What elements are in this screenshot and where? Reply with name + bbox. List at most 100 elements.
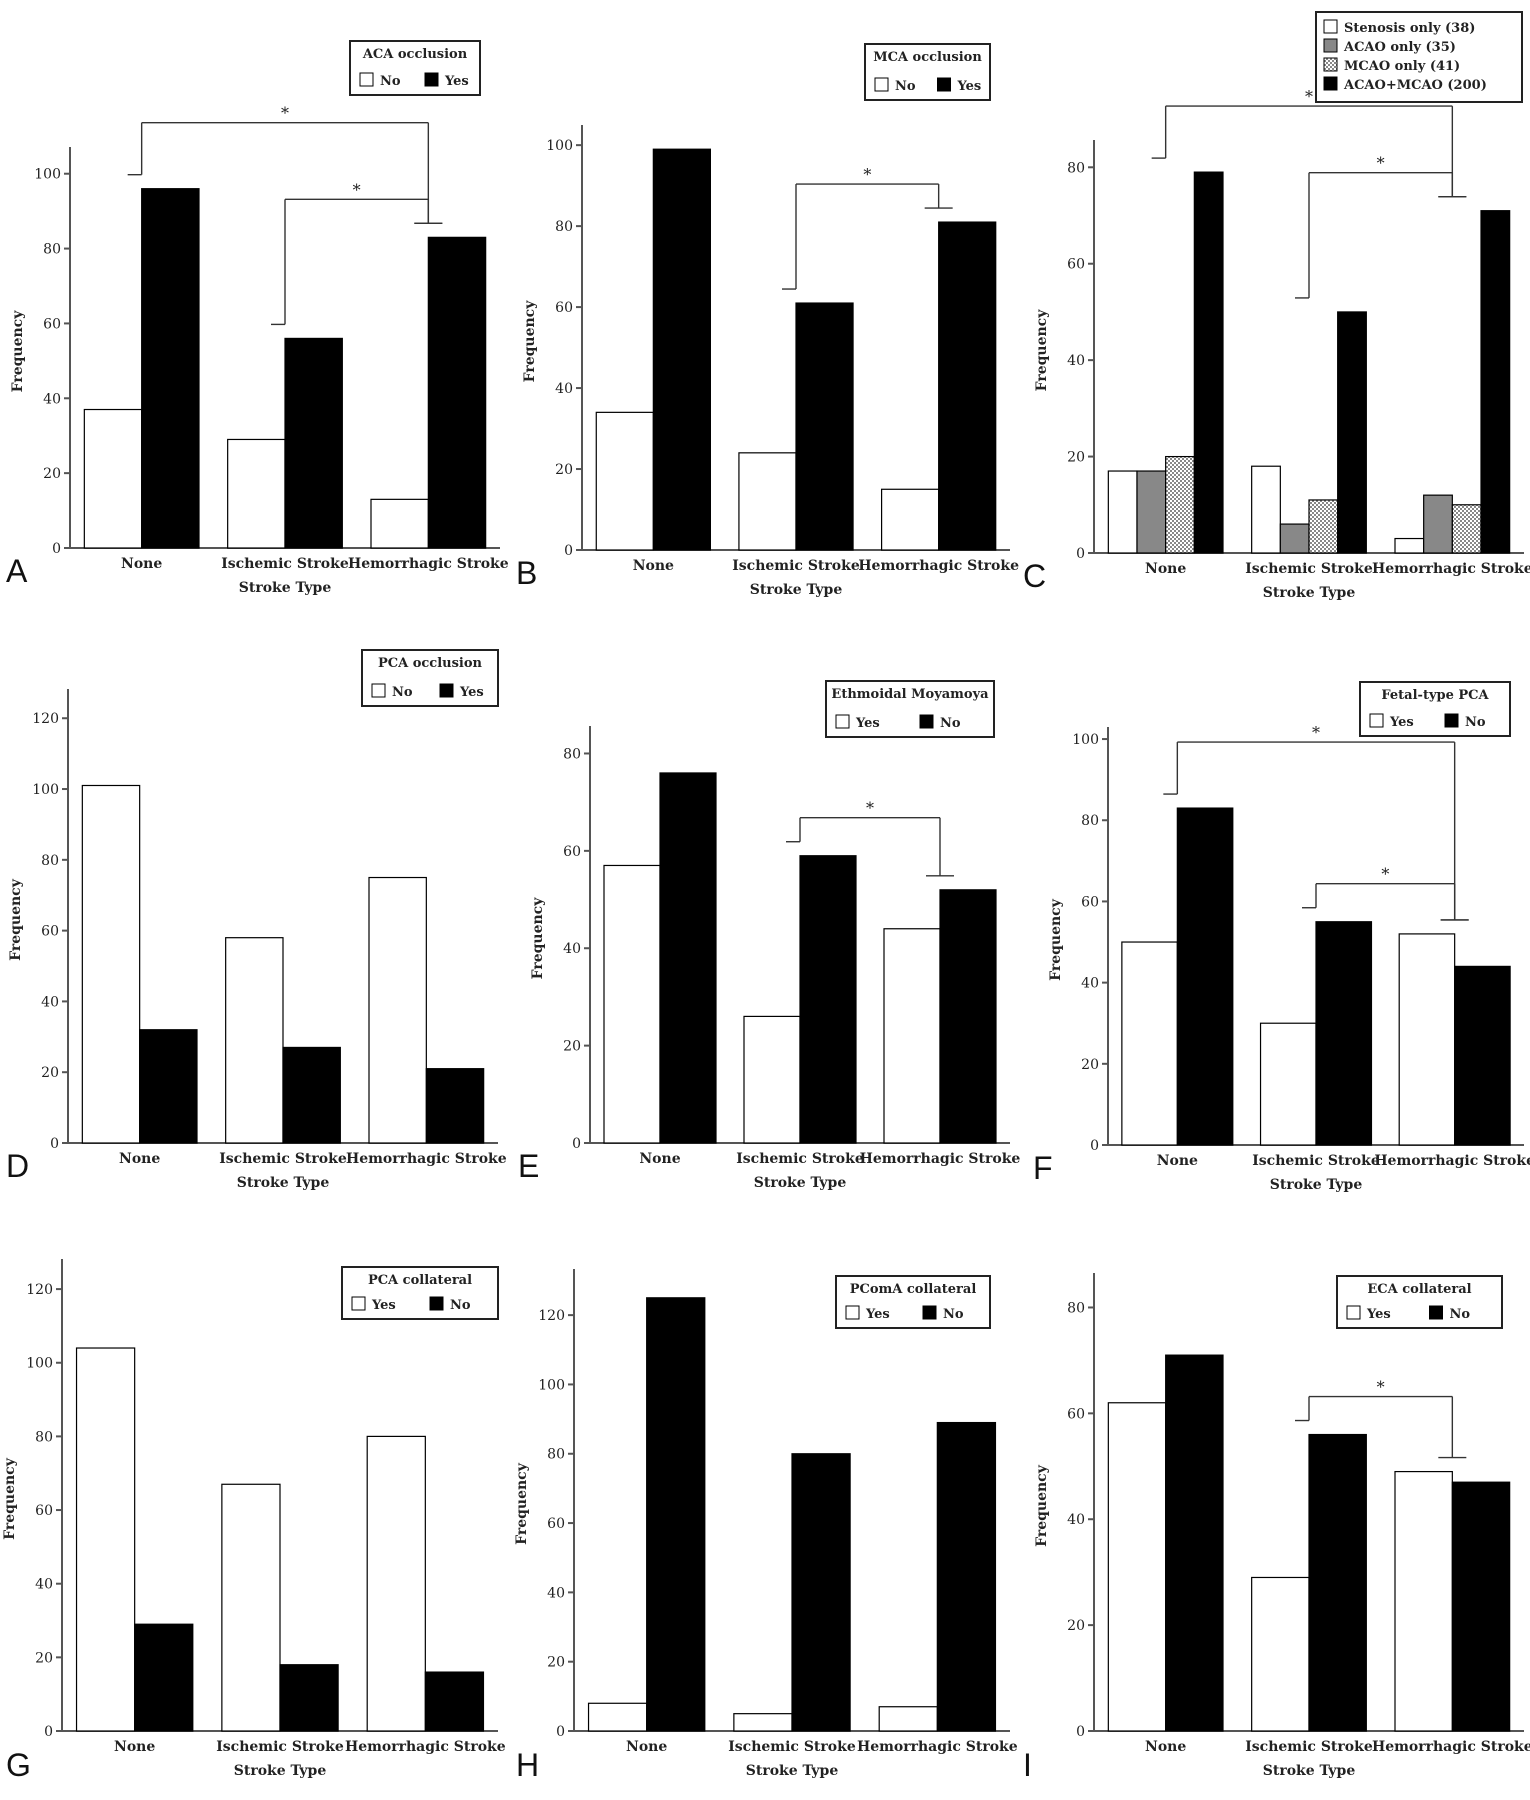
bar-f-1-0: [1259, 1022, 1317, 1146]
bar-f-0-0: [1121, 941, 1178, 1146]
panel-letter: H: [516, 1747, 539, 1783]
bar-a-0-0: [83, 408, 143, 549]
bar-f-0-1: [1176, 807, 1234, 1146]
panel-letter: F: [1033, 1150, 1053, 1186]
bar-e-1-1: [799, 855, 857, 1144]
legend-label: Yes: [957, 79, 982, 94]
bar-c-2-0: [1394, 537, 1425, 554]
y-tick-label: 120: [26, 1282, 53, 1298]
bar-a-2-0: [370, 498, 429, 549]
x-axis-label: Stroke Type: [234, 1763, 327, 1779]
legend-label: No: [943, 1307, 964, 1322]
legend-swatch: [429, 1296, 444, 1311]
bar-b-0-1: [652, 148, 711, 551]
legend-title: Ethmoidal Moyamoya: [831, 687, 989, 702]
x-tick-label: Hemorrhagic Stroke: [345, 1739, 506, 1755]
legend-label: Stenosis only (38): [1344, 21, 1475, 36]
bar-c-1-3: [1337, 311, 1367, 554]
y-tick-label: 60: [43, 316, 61, 332]
legend-swatch: [922, 1305, 937, 1320]
y-tick-label: 20: [35, 1650, 53, 1666]
legend-swatch: [845, 1305, 860, 1320]
y-tick-label: 20: [555, 462, 573, 478]
bar-i-2-0: [1394, 1470, 1453, 1732]
y-tick-label: 40: [43, 391, 61, 407]
bar-c-1-2: [1308, 499, 1339, 554]
x-tick-label: None: [1145, 1739, 1186, 1755]
y-tick-label: 120: [538, 1308, 565, 1324]
bar-b-1-0: [738, 452, 797, 551]
y-tick-label: 60: [1067, 1406, 1085, 1422]
y-tick-label: 40: [547, 1585, 565, 1601]
chart-panel-f: 0 20 40 60 80 100 Frequency None Ischemic Stroke…: [1033, 681, 1530, 1193]
bar-i-1-1: [1308, 1433, 1367, 1732]
y-tick-label: 0: [52, 541, 61, 557]
x-tick-label: Ischemic Stroke: [736, 1151, 864, 1167]
significance-mark: *: [1312, 723, 1320, 742]
y-tick-label: 80: [41, 853, 59, 869]
bar-i-2-1: [1451, 1481, 1511, 1732]
y-tick-label: 20: [43, 466, 61, 482]
chart-panel-i: 0 20 40 60 80 Frequency None Ischemic Stroke Hem…: [1023, 1273, 1530, 1783]
bar-d-0-1: [139, 1029, 198, 1144]
chart-panel-a: 0 20 40 60 80 100 Frequency None Ischemic Stroke…: [6, 40, 509, 596]
y-tick-label: 100: [32, 782, 59, 798]
bar-b-2-1: [938, 221, 997, 551]
bar-c-2-2: [1451, 504, 1482, 554]
bar-h-0-1: [646, 1297, 706, 1732]
legend-label: Yes: [865, 1307, 890, 1322]
y-tick-label: 80: [555, 219, 573, 235]
y-tick-label: 40: [41, 994, 59, 1010]
panel-letter: E: [518, 1148, 539, 1184]
y-tick-label: 80: [1067, 1300, 1085, 1316]
bar-a-0-1: [141, 188, 200, 549]
x-tick-label: None: [1157, 1153, 1198, 1169]
legend-title: MCA occlusion: [873, 50, 982, 65]
legend-swatch: [351, 1296, 366, 1311]
x-tick-label: Hemorrhagic Stroke: [858, 558, 1019, 574]
legend-title: ACA occlusion: [362, 47, 468, 62]
legend-label: Yes: [1366, 1307, 1391, 1322]
y-axis-label: Frequency: [1034, 309, 1050, 392]
y-tick-label: 60: [35, 1503, 53, 1519]
significance-mark: *: [281, 104, 289, 123]
significance-mark: *: [1377, 1378, 1385, 1397]
y-tick-label: 80: [563, 746, 581, 762]
legend-swatch: [1369, 713, 1384, 728]
x-tick-label: Hemorrhagic Stroke: [346, 1151, 507, 1167]
significance-mark: *: [1305, 87, 1313, 106]
y-tick-label: 100: [546, 138, 573, 154]
bar-a-1-0: [227, 438, 286, 549]
bar-e-1-0: [743, 1015, 801, 1144]
legend-label: ACAO only (35): [1343, 40, 1456, 55]
y-tick-label: 0: [50, 1136, 59, 1152]
bar-f-2-0: [1398, 933, 1456, 1146]
y-tick-label: 80: [547, 1447, 565, 1463]
x-tick-label: Ischemic Stroke: [1245, 561, 1373, 577]
y-tick-label: 0: [572, 1136, 581, 1152]
bar-h-0-0: [587, 1702, 648, 1732]
y-tick-label: 0: [44, 1724, 53, 1740]
legend-label: ACAO+MCAO (200): [1343, 78, 1487, 93]
legend-label: No: [380, 74, 401, 89]
y-axis-label: Frequency: [530, 897, 546, 980]
y-tick-label: 40: [1081, 976, 1099, 992]
significance-mark: *: [863, 165, 871, 184]
x-tick-label: Ischemic Stroke: [216, 1739, 344, 1755]
chart-panel-h: 0 20 40 60 80 100 120 Frequency None Ischemic Str…: [514, 1269, 1018, 1783]
legend-label: No: [1465, 715, 1486, 730]
x-tick-label: None: [1145, 561, 1186, 577]
y-axis-label: Frequency: [1048, 898, 1064, 981]
x-tick-label: Hemorrhagic Stroke: [348, 556, 509, 572]
bar-h-1-1: [791, 1453, 851, 1732]
y-tick-label: 20: [1067, 1618, 1085, 1634]
bar-d-0-0: [81, 784, 141, 1144]
bar-g-2-1: [424, 1671, 485, 1732]
legend-label: MCAO only (41): [1344, 59, 1460, 74]
bar-c-0-3: [1193, 171, 1224, 554]
chart-panel-d: 0 20 40 60 80 100 120 Frequency None Ischemic Str…: [6, 649, 507, 1191]
y-tick-label: 0: [1076, 546, 1085, 562]
legend-title: PCA occlusion: [378, 656, 483, 671]
legend-swatch: [874, 77, 889, 92]
bar-i-1-0: [1251, 1576, 1310, 1732]
